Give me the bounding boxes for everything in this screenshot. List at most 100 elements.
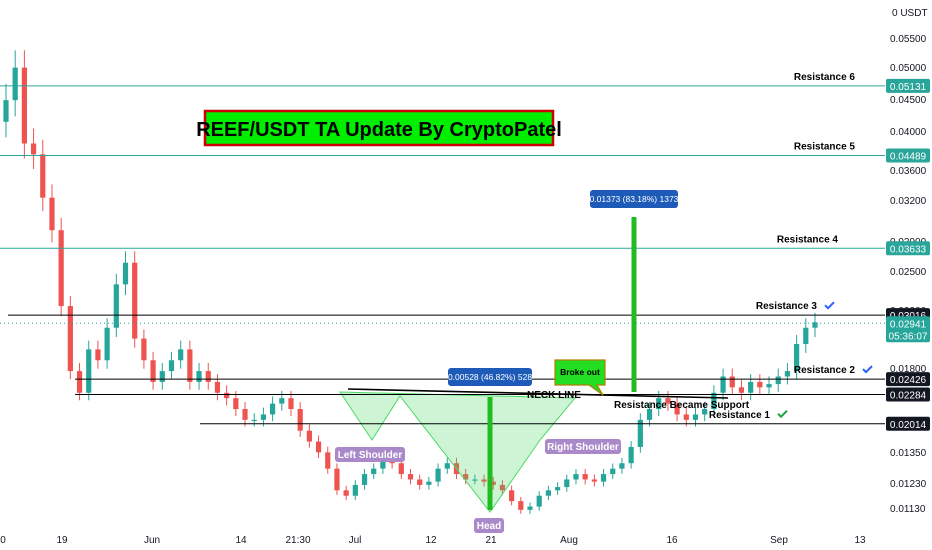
level-name: Resistance 6 <box>794 72 856 83</box>
candle-body <box>297 409 303 431</box>
price-tick-label: 0.04000 <box>890 127 927 138</box>
level-price-label: 0.05131 <box>890 82 927 93</box>
candle-body <box>794 343 800 372</box>
candle-body <box>270 403 276 415</box>
candle-body <box>288 398 294 410</box>
support-flip-label: Resistance Became Support <box>614 400 750 411</box>
broke-out-label: Broke out <box>560 367 600 377</box>
candle-body <box>545 490 551 496</box>
time-tick-label: 13 <box>854 535 866 546</box>
candle-body <box>591 479 597 482</box>
candle-body <box>150 360 156 382</box>
chart-title: REEF/USDT TA Update By CryptoPatel <box>196 119 562 141</box>
candle-body <box>600 474 607 482</box>
level-price-badge <box>886 387 930 402</box>
candle-body <box>233 398 239 410</box>
candle-body <box>214 381 221 393</box>
neck-line <box>347 388 729 399</box>
candle-body <box>279 398 285 404</box>
level-name: Resistance 5 <box>794 142 856 153</box>
candle-body <box>426 481 432 485</box>
neck-line-label: NECK LINE <box>527 390 581 401</box>
left-shoulder-badge-label: Left Shoulder <box>338 450 403 461</box>
time-tick-label: 12 <box>425 535 437 546</box>
candle-body <box>702 409 708 415</box>
time-tick-label: 21:30 <box>285 535 310 546</box>
candle-body <box>646 409 653 420</box>
candle-body <box>481 479 487 482</box>
candle-body <box>132 262 138 339</box>
time-tick-label: Jun <box>144 535 160 546</box>
time-tick-label: 0 <box>0 535 6 546</box>
candle-body <box>766 384 772 388</box>
current-price-label: 0.02941 <box>890 319 927 330</box>
level-name: Resistance 4 <box>777 234 839 245</box>
candle-body <box>407 474 414 480</box>
candle-body <box>196 371 202 382</box>
candle-body <box>30 143 37 155</box>
measure-badge <box>448 368 532 386</box>
candle-body <box>729 376 735 388</box>
candle-body <box>692 414 699 420</box>
level-name: Resistance 1 <box>709 410 771 421</box>
price-tick-label: 0.05000 <box>890 63 927 74</box>
annotation-labels: NECK LINE Resistance Became Support Left S… <box>335 359 750 533</box>
candle-body <box>573 474 579 480</box>
candle-body <box>178 349 184 361</box>
candle-body <box>610 468 616 475</box>
candle-body <box>398 463 404 475</box>
level-price-label: 0.02426 <box>890 375 927 386</box>
candle-body <box>86 349 92 393</box>
candle-body <box>628 446 634 464</box>
candle-body <box>720 376 726 393</box>
candle-body <box>435 468 441 482</box>
measure-label: 0.01373 (83.18%) 1373 <box>590 194 679 204</box>
left-shoulder-badge <box>335 447 405 462</box>
time-tick-label: Jul <box>349 535 362 546</box>
candle-body <box>509 490 515 502</box>
level-price-label: 0.03633 <box>890 244 927 255</box>
candle-body <box>168 360 175 372</box>
check-icon <box>777 410 788 419</box>
head-and-shoulders-pattern <box>339 388 729 513</box>
price-tick-label: 0.01800 <box>890 364 927 375</box>
candle-body <box>141 338 147 361</box>
candle-body <box>527 506 533 510</box>
candle-body <box>352 484 358 496</box>
pattern-shading <box>339 391 577 513</box>
head-badge <box>474 518 504 533</box>
price-tick-label: 0.03600 <box>890 166 927 177</box>
candle-body <box>334 468 340 491</box>
title-banner: REEF/USDT TA Update By CryptoPatel <box>196 109 562 147</box>
candle-body <box>242 409 248 420</box>
candle-body <box>674 403 680 415</box>
candle-body <box>113 284 119 328</box>
candle-body <box>49 197 55 231</box>
candle-body <box>67 306 73 372</box>
measurement-tools: 0.00528 (46.82%) 528 0.01373 (83.18%) 137… <box>448 190 679 510</box>
candle-body <box>582 474 588 480</box>
candle-body <box>472 479 478 481</box>
candle-body <box>315 441 322 453</box>
candle-body <box>784 371 791 377</box>
time-tick-label: 16 <box>666 535 678 546</box>
broke-out-callout <box>554 359 606 396</box>
candle-body <box>187 349 193 382</box>
candle-body <box>803 327 809 344</box>
time-tick-label: 14 <box>235 535 247 546</box>
candle-body <box>564 479 570 488</box>
candle-body <box>665 398 671 404</box>
candle-body <box>417 479 423 485</box>
candle-body <box>122 262 129 285</box>
candle-body <box>251 419 257 422</box>
candle-body <box>21 67 27 144</box>
candle-body <box>490 481 496 485</box>
candle-body <box>683 414 689 420</box>
candle-body <box>463 474 469 480</box>
time-tick-label: 19 <box>56 535 68 546</box>
candle-body <box>224 392 230 399</box>
level-price-label: 0.04489 <box>890 152 927 163</box>
level-price-badge <box>886 372 930 387</box>
price-tick-label: 0.01130 <box>890 504 926 515</box>
